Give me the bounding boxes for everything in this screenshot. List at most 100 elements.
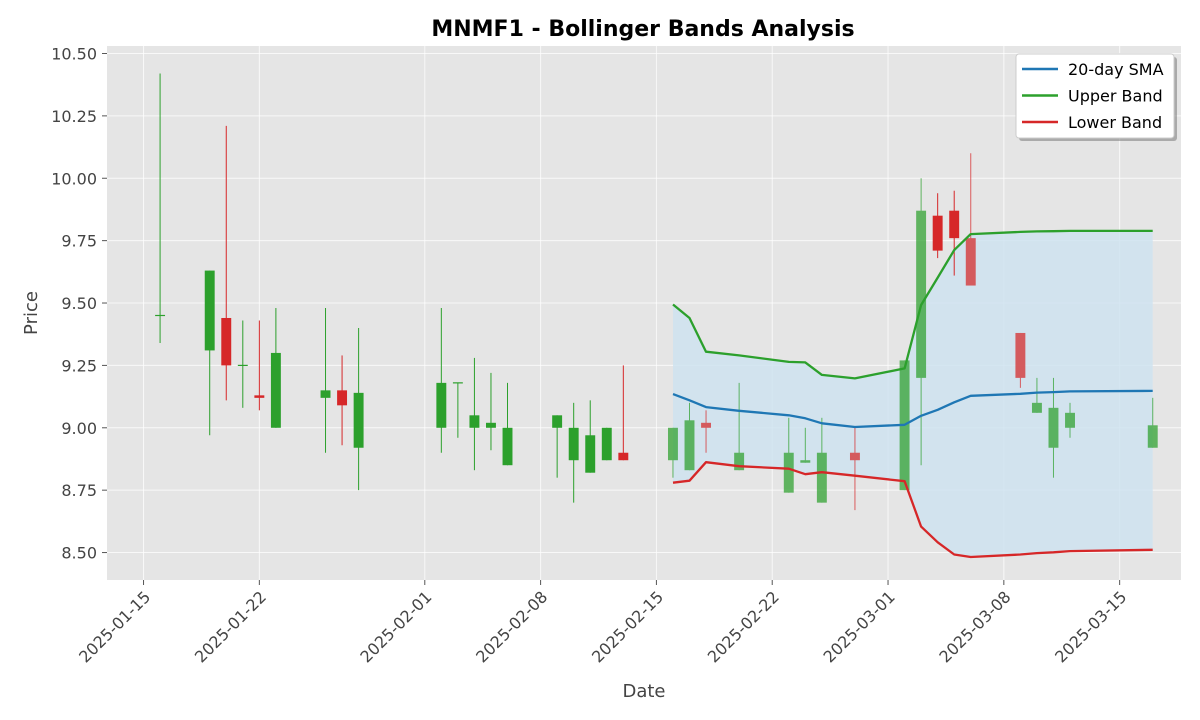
candle-body	[502, 427, 513, 466]
candlestick	[469, 357, 480, 471]
candle-body	[204, 270, 215, 351]
candlestick	[701, 410, 712, 453]
y-tick-label: 9.25	[61, 356, 97, 375]
candlestick	[684, 402, 695, 471]
candle-body	[1015, 332, 1026, 378]
candle-body	[667, 427, 678, 461]
candlestick	[800, 427, 811, 463]
candlestick	[452, 382, 463, 438]
candlestick	[1031, 377, 1042, 413]
candlestick	[502, 382, 513, 466]
candle-body	[337, 390, 348, 406]
candlestick	[667, 427, 678, 478]
candlestick	[1065, 402, 1075, 438]
legend-label: Lower Band	[1068, 113, 1162, 132]
candlestick	[486, 372, 496, 451]
bollinger-band-fill	[673, 230, 1153, 557]
candlestick	[1147, 397, 1158, 448]
candle-body	[552, 415, 563, 428]
y-axis-label: Price	[21, 291, 42, 335]
candle-body	[684, 420, 695, 471]
x-axis-label: Date	[622, 681, 665, 702]
candle-body	[965, 238, 976, 286]
x-tick-label: 2025-03-08	[935, 587, 1014, 666]
upper-band-line	[672, 229, 1153, 380]
candlestick	[204, 270, 215, 436]
candle-body	[320, 390, 331, 398]
candlestick	[221, 125, 232, 401]
candle-body	[568, 427, 579, 461]
candlestick	[932, 193, 943, 259]
candle-body	[585, 435, 596, 473]
candle-body	[1065, 412, 1075, 428]
y-tick-label: 10.50	[51, 44, 97, 63]
chart-title: MNMF1 - Bollinger Bands Analysis	[431, 17, 854, 42]
candlestick	[816, 417, 827, 503]
candlestick	[155, 73, 166, 343]
candlestick	[568, 402, 579, 503]
y-tick-label: 9.75	[61, 232, 97, 251]
candlestick	[436, 308, 447, 453]
candlestick	[353, 327, 364, 491]
y-tick-label: 9.00	[61, 419, 97, 438]
candle-body	[618, 452, 629, 461]
candlestick	[849, 427, 860, 511]
candle-body	[353, 392, 364, 448]
lower-band-line	[672, 461, 1153, 559]
legend: 20-day SMA Upper Band Lower Band	[1015, 53, 1177, 141]
x-tick-label: 2025-03-01	[820, 587, 899, 666]
candle-body	[734, 452, 745, 471]
candle-body	[254, 395, 265, 398]
candlestick	[552, 415, 563, 478]
candle-body	[1147, 425, 1158, 448]
x-tick-label: 2025-01-22	[191, 587, 270, 666]
candle-body	[701, 422, 712, 428]
x-tick-label: 2025-02-08	[472, 587, 551, 666]
line-layer	[672, 229, 1153, 559]
candle-body	[1031, 402, 1042, 413]
candlestick	[965, 153, 976, 286]
x-tick-label: 2025-03-15	[1051, 587, 1130, 666]
candlestick	[320, 308, 331, 453]
legend-label: 20-day SMA	[1068, 60, 1164, 79]
y-tick-label: 8.75	[61, 481, 97, 500]
y-tick-label: 8.50	[61, 544, 97, 563]
x-tick-label: 2025-02-15	[588, 587, 667, 666]
candlestick	[1048, 377, 1059, 478]
candle-body	[816, 452, 827, 503]
legend-label: Upper Band	[1068, 87, 1163, 106]
candlestick	[270, 308, 281, 428]
candle-body	[469, 415, 480, 428]
candlestick	[618, 365, 629, 461]
candlestick	[949, 190, 960, 276]
y-tick-label: 9.50	[61, 294, 97, 313]
candle-body	[436, 382, 447, 428]
candle-body	[486, 422, 496, 428]
candlestick	[734, 382, 745, 471]
candle-body	[916, 210, 927, 378]
grid-layer	[107, 46, 1181, 580]
candlestick	[1015, 332, 1026, 388]
candlestick	[337, 355, 348, 446]
candlestick	[254, 320, 265, 411]
candle-body	[221, 317, 232, 366]
candle-body	[270, 352, 281, 428]
candle-body	[601, 427, 612, 461]
candlestick	[585, 400, 596, 473]
y-tick-label: 10.00	[51, 169, 97, 188]
x-tick-label: 2025-01-15	[75, 587, 154, 666]
x-tick-label: 2025-02-01	[356, 587, 435, 666]
candle-body	[800, 460, 811, 463]
candle-body	[932, 215, 943, 251]
band-fill-layer	[673, 230, 1153, 557]
candle-body	[949, 210, 960, 239]
20-day-sma-line	[672, 389, 1153, 429]
candlestick	[601, 427, 612, 461]
candle-body	[783, 452, 794, 493]
candlestick	[237, 320, 248, 408]
candlestick	[916, 178, 927, 466]
candlestick	[783, 417, 794, 493]
legend-box	[1015, 53, 1175, 139]
